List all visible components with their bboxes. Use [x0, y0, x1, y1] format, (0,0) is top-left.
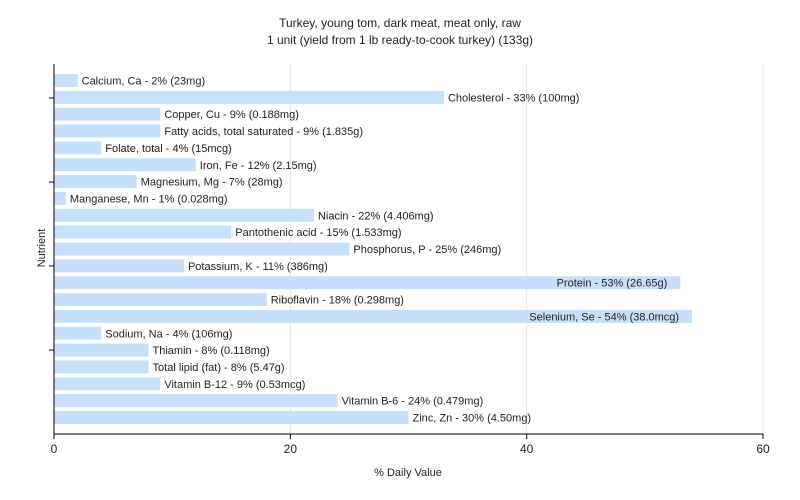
bar-label-8: Niacin - 22% (4.406mg): [318, 210, 434, 222]
bar-label-6: Magnesium, Mg - 7% (28mg): [141, 177, 283, 189]
bar-label-9: Pantothenic acid - 15% (1.533mg): [235, 227, 401, 239]
bars: Calcium, Ca - 2% (23mg) Cholesterol - 33%…: [54, 74, 693, 425]
bar-label-15: Sodium, Na - 4% (106mg): [105, 328, 232, 340]
bar-15: [54, 326, 102, 340]
bar-9: [54, 225, 232, 239]
bar-label-12: Protein - 53% (26.65g): [557, 278, 668, 290]
bar-12: [54, 276, 681, 290]
y-axis-title: Nutrient: [36, 229, 48, 268]
bar-3: [54, 124, 161, 138]
bar-label-16: Thiamin - 8% (0.118mg): [153, 345, 270, 357]
bar-19: [54, 394, 338, 408]
bar-label-10: Phosphorus, P - 25% (246mg): [353, 244, 501, 256]
bar-label-11: Potassium, K - 11% (386mg): [188, 261, 328, 273]
bar-label-17: Total lipid (fat) - 8% (5.47g): [153, 362, 285, 374]
bar-label-7: Manganese, Mn - 1% (0.028mg): [70, 193, 228, 205]
bar-20: [54, 411, 409, 424]
bar-4: [54, 141, 102, 155]
bar-label-2: Copper, Cu - 9% (0.188mg): [164, 109, 299, 121]
axes: 0 20 40 60: [49, 64, 770, 456]
bar-label-19: Vitamin B-6 - 24% (0.479mg): [342, 396, 484, 408]
bar-0: [54, 74, 78, 87]
bar-label-5: Iron, Fe - 12% (2.15mg): [200, 160, 317, 172]
bar-10: [54, 242, 350, 256]
bar-label-18: Vitamin B-12 - 9% (0.53mcg): [164, 379, 305, 391]
bar-6: [54, 175, 137, 189]
bar-17: [54, 360, 149, 374]
x-tick-label-1: 20: [284, 442, 298, 456]
bar-label-20: Zinc, Zn - 30% (4.50mg): [413, 413, 532, 425]
bar-label-0: Calcium, Ca - 2% (23mg): [82, 76, 205, 88]
bar-8: [54, 208, 314, 222]
x-tick-label-3: 60: [756, 442, 770, 456]
x-tick-label-2: 40: [520, 442, 534, 456]
bar-13: [54, 293, 267, 307]
chart-subtitle: 1 unit (yield from 1 lb ready-to-cook tu…: [266, 33, 534, 47]
bar-1: [54, 90, 444, 104]
bar-label-14: Selenium, Se - 54% (38.0mcg): [529, 311, 679, 323]
chart-title: Turkey, young tom, dark meat, meat only,…: [279, 16, 521, 30]
bar-label-1: Cholesterol - 33% (100mg): [448, 92, 579, 104]
bar-label-3: Fatty acids, total saturated - 9% (1.835…: [164, 126, 363, 138]
bar-11: [54, 259, 184, 273]
bar-16: [54, 343, 149, 357]
bar-2: [54, 107, 161, 121]
bar-18: [54, 377, 161, 391]
bar-5: [54, 158, 196, 172]
bar-7: [54, 191, 66, 205]
bar-14: [54, 309, 693, 323]
bar-label-4: Folate, total - 4% (15mcg): [105, 143, 232, 155]
bar-label-13: Riboflavin - 18% (0.298mg): [271, 295, 404, 307]
x-tick-label-0: 0: [51, 442, 58, 456]
x-axis-title: % Daily Value: [374, 467, 442, 479]
